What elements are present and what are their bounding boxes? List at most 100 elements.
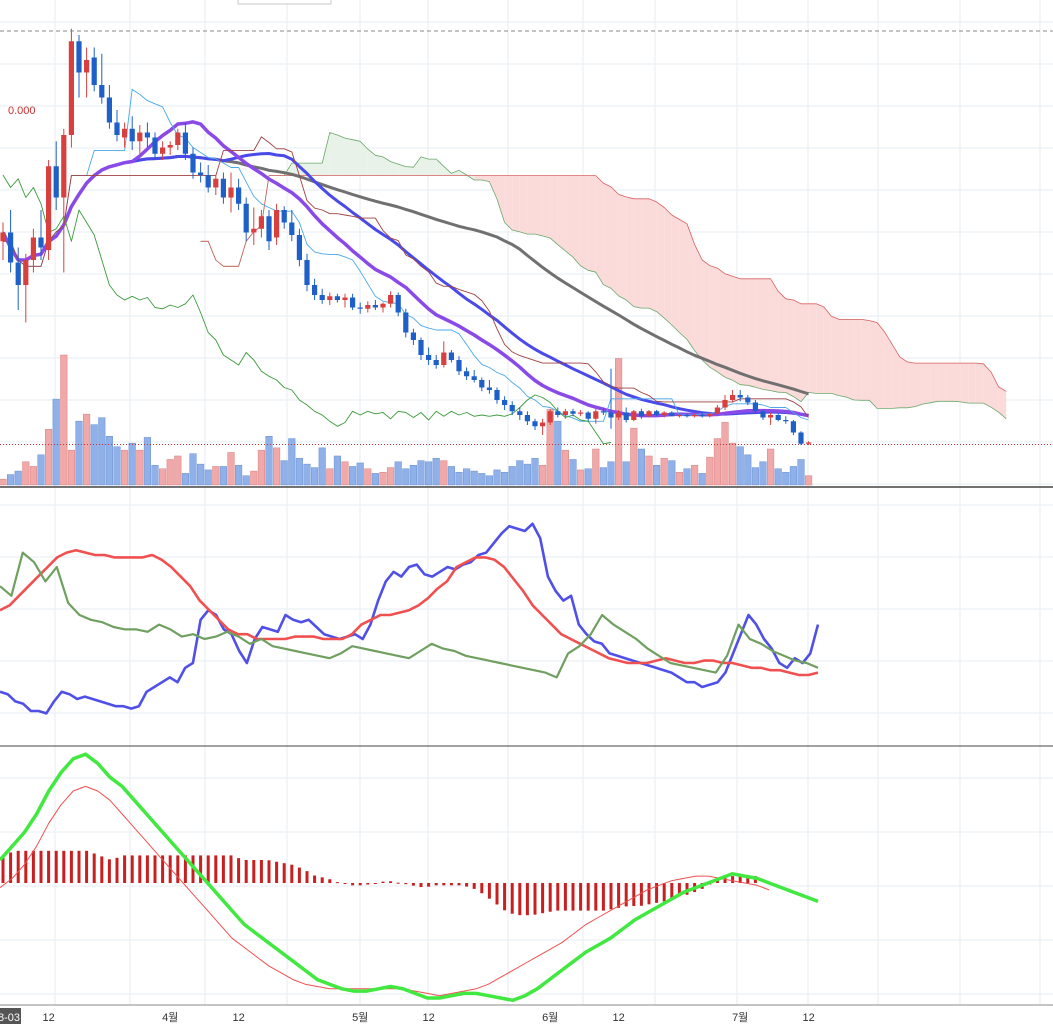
cloud-segment: [785, 298, 794, 397]
volume-bar: [151, 465, 159, 486]
x-tick-label: 12: [232, 1012, 244, 1024]
candle-body: [61, 135, 67, 198]
macd-histogram-bar: [624, 883, 628, 907]
volume-bar: [721, 422, 729, 486]
cloud-segment: [755, 278, 763, 390]
candle-body: [243, 203, 249, 233]
macd-histogram-bar: [472, 883, 476, 889]
candle-body: [281, 210, 287, 223]
volume-bar: [113, 446, 121, 486]
x-tick-label: 7월: [732, 1011, 748, 1024]
volume-bar: [349, 466, 357, 486]
senkou-span-b: [200, 175, 1007, 392]
cloud-segment: [892, 344, 900, 409]
volume-bar: [303, 463, 311, 486]
volume-bar: [637, 448, 645, 486]
cloud-segment: [854, 319, 862, 401]
volume-bar: [22, 461, 30, 486]
cloud-segment: [329, 132, 338, 176]
candle-body: [692, 415, 698, 417]
candle-body: [129, 128, 135, 142]
cloud-segment: [656, 201, 665, 319]
macd-histogram-bar: [335, 882, 339, 884]
candle-body: [752, 402, 758, 412]
volume-bar: [257, 449, 265, 486]
cloud-segment: [930, 363, 938, 403]
volume-bar: [698, 473, 706, 486]
cloud-segment: [877, 322, 885, 409]
candle-body: [760, 411, 766, 418]
candle-body: [707, 413, 713, 417]
macd-histogram-bar: [533, 883, 537, 915]
candle-body: [593, 411, 599, 419]
cloud-segment: [474, 175, 482, 180]
volume-bar: [394, 461, 402, 486]
x-tick-label: 5월: [352, 1011, 368, 1024]
candle-body: [152, 137, 158, 154]
volume-bar: [52, 398, 60, 486]
macd-histogram-bar: [655, 883, 659, 903]
volume-bar: [219, 466, 227, 486]
volume-bar: [212, 466, 220, 486]
cloud-segment: [702, 260, 710, 368]
macd-signal-line: [0, 785, 770, 997]
macd-histogram-bar: [563, 883, 567, 911]
volume-bar: [493, 469, 501, 486]
candle-body: [737, 395, 743, 398]
x-tick-label: 12: [802, 1012, 814, 1024]
candle-body: [236, 187, 242, 204]
macd-histogram-bar: [366, 883, 370, 885]
volume-bar: [197, 463, 205, 486]
oscillator-panel: [0, 522, 820, 715]
x-axis: 2018-03 12 4월 12 5월 12 6월 12 7월 12: [0, 1008, 815, 1024]
candle-body: [342, 297, 348, 300]
cloud-segment: [709, 265, 718, 372]
x-tick-label: 6월: [542, 1011, 558, 1024]
macd-histogram-bar: [480, 883, 484, 894]
macd-histogram-bar: [609, 883, 613, 910]
volume-bar: [660, 458, 668, 486]
volume-bars: [0, 354, 813, 486]
candle-body: [114, 122, 120, 135]
macd-histogram-bar: [92, 853, 96, 883]
candle-body: [806, 442, 812, 444]
macd-histogram-bar: [601, 883, 605, 911]
cloud-segment: [451, 170, 459, 176]
cloud-segment: [603, 183, 611, 289]
volume-bar: [455, 471, 463, 486]
macd-histogram-bar: [123, 855, 127, 883]
macd-histogram-bar: [662, 883, 666, 902]
candle-body: [768, 415, 774, 418]
macd-histogram-bar: [1, 855, 5, 883]
cloud-segment: [489, 175, 497, 200]
macd-histogram-bar: [328, 879, 332, 883]
macd-histogram-bar: [16, 850, 20, 883]
cloud-segment: [945, 363, 953, 402]
volume-bar: [371, 473, 379, 486]
macd-histogram-bar: [100, 856, 104, 883]
candle-body: [182, 132, 188, 154]
candle-body: [585, 412, 591, 419]
candle-body: [494, 390, 500, 400]
macd-histogram-bar: [449, 883, 453, 886]
volume-bar: [607, 461, 615, 486]
cloud-segment: [778, 291, 786, 393]
candle-body: [38, 237, 44, 248]
cloud-segment: [428, 159, 437, 176]
candle-body: [798, 432, 804, 444]
cloud-segment: [763, 278, 771, 391]
last-value-label: 0.000: [8, 105, 36, 117]
oscillator-line-a: [0, 522, 820, 715]
candle-body: [775, 415, 781, 420]
macd-histogram-bar: [229, 855, 233, 883]
macd-histogram-bar: [503, 883, 507, 911]
volume-bar: [782, 471, 790, 486]
macd-histogram-bar: [518, 883, 522, 916]
volume-bar: [250, 470, 258, 486]
volume-bar: [523, 463, 531, 486]
candle-body: [220, 178, 226, 198]
candle-body: [524, 415, 530, 422]
macd-histogram-bar: [115, 857, 119, 883]
